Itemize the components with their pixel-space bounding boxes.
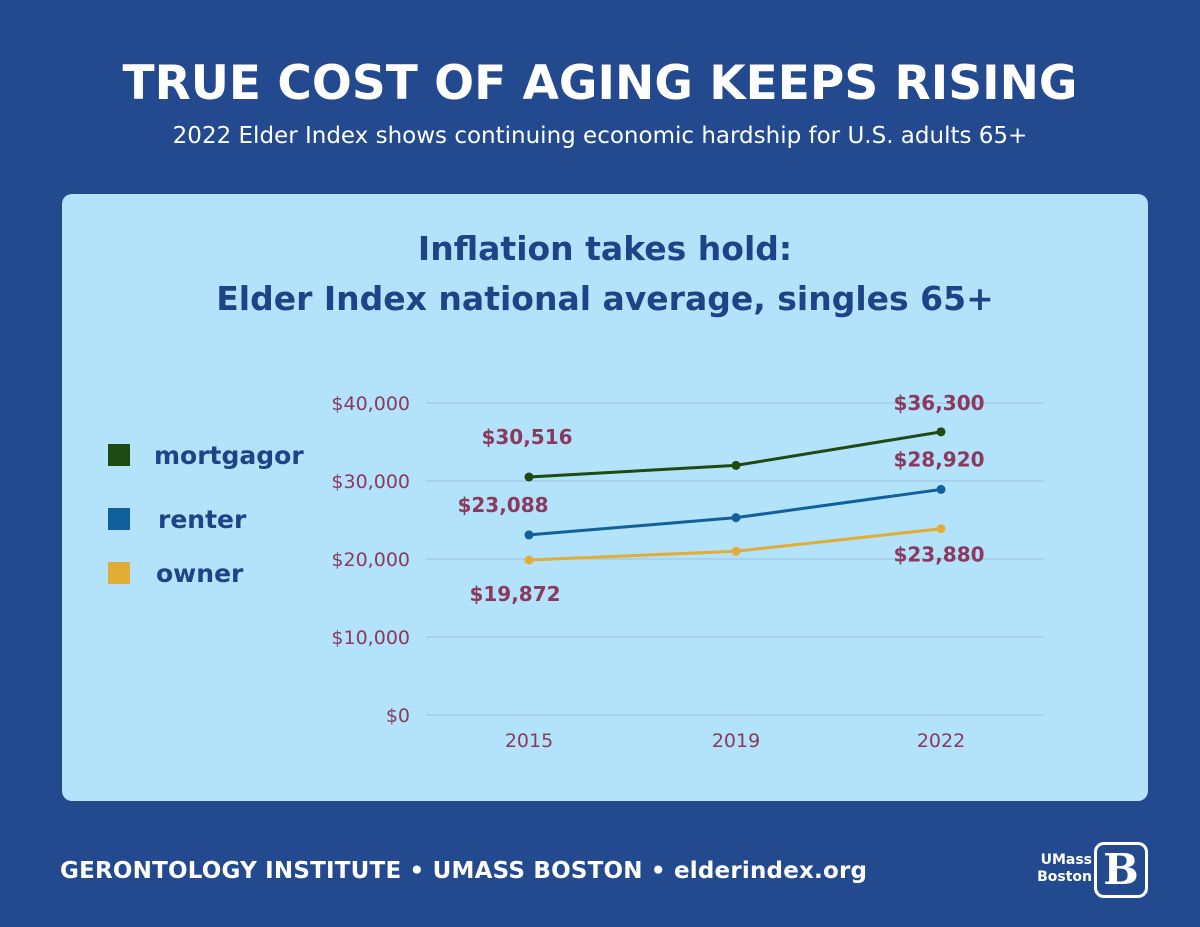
data-point-renter — [524, 530, 534, 540]
data-point-mortgagor — [731, 460, 741, 470]
x-tick-label: 2015 — [505, 730, 553, 752]
data-label-renter: $28,920 — [893, 447, 984, 471]
data-label-owner: $19,872 — [469, 582, 560, 606]
umass-boston-logo: UMass Boston B — [1030, 838, 1148, 900]
line-chart: $40,000 $30,000 $20,000 $10,000 $0 2015 2019 20… — [331, 391, 1044, 752]
legend-item-mortgagor: mortgagor — [108, 440, 304, 470]
legend-label-renter: renter — [158, 504, 247, 534]
data-label-mortgagor: $36,300 — [893, 391, 984, 415]
chart-card: Inflation takes hold: Elder Index nation… — [62, 194, 1148, 801]
logo-text-line1: UMass — [1040, 852, 1092, 868]
y-tick-label: $40,000 — [331, 393, 410, 415]
data-point-owner — [936, 524, 946, 534]
data-point-renter — [936, 484, 946, 494]
data-point-mortgagor — [936, 427, 946, 437]
legend-item-renter: renter — [108, 504, 246, 534]
x-tick-label: 2022 — [917, 730, 965, 752]
legend-swatch-renter — [108, 508, 130, 530]
data-label-renter: $23,088 — [457, 493, 548, 517]
chart-title-line1: Inflation takes hold: — [417, 229, 793, 268]
footer-credit: GERONTOLOGY INSTITUTE • UMASS BOSTON • e… — [60, 858, 868, 884]
data-point-owner — [731, 546, 741, 556]
logo-text-line2: Boston — [1037, 869, 1092, 885]
y-tick-label: $30,000 — [331, 471, 410, 493]
legend-swatch-owner — [108, 562, 130, 584]
page-subtitle: 2022 Elder Index shows continuing econom… — [172, 123, 1028, 149]
legend-label-mortgagor: mortgagor — [154, 440, 304, 470]
data-point-mortgagor — [524, 472, 534, 482]
y-tick-label: $0 — [386, 705, 410, 727]
chart-title: Inflation takes hold: Elder Index nation… — [62, 224, 1148, 324]
legend-label-owner: owner — [156, 558, 244, 588]
series-line-renter — [528, 487, 942, 537]
y-tick-label: $10,000 — [331, 627, 410, 649]
data-label-mortgagor: $30,516 — [481, 425, 572, 449]
legend-item-owner: owner — [108, 558, 243, 588]
data-point-owner — [524, 555, 534, 565]
logo-mark: B — [1094, 842, 1148, 898]
data-label-owner: $23,880 — [893, 543, 984, 567]
y-tick-label: $20,000 — [331, 549, 410, 571]
page-title: TRUE COST OF AGING KEEPS RISING — [122, 56, 1078, 111]
x-tick-label: 2019 — [712, 730, 760, 752]
series-line-mortgagor — [528, 430, 942, 479]
logo-text: UMass Boston — [1030, 852, 1092, 886]
legend-swatch-mortgagor — [108, 444, 130, 466]
chart-title-line2: Elder Index national average, singles 65… — [216, 279, 994, 318]
data-point-renter — [731, 513, 741, 523]
